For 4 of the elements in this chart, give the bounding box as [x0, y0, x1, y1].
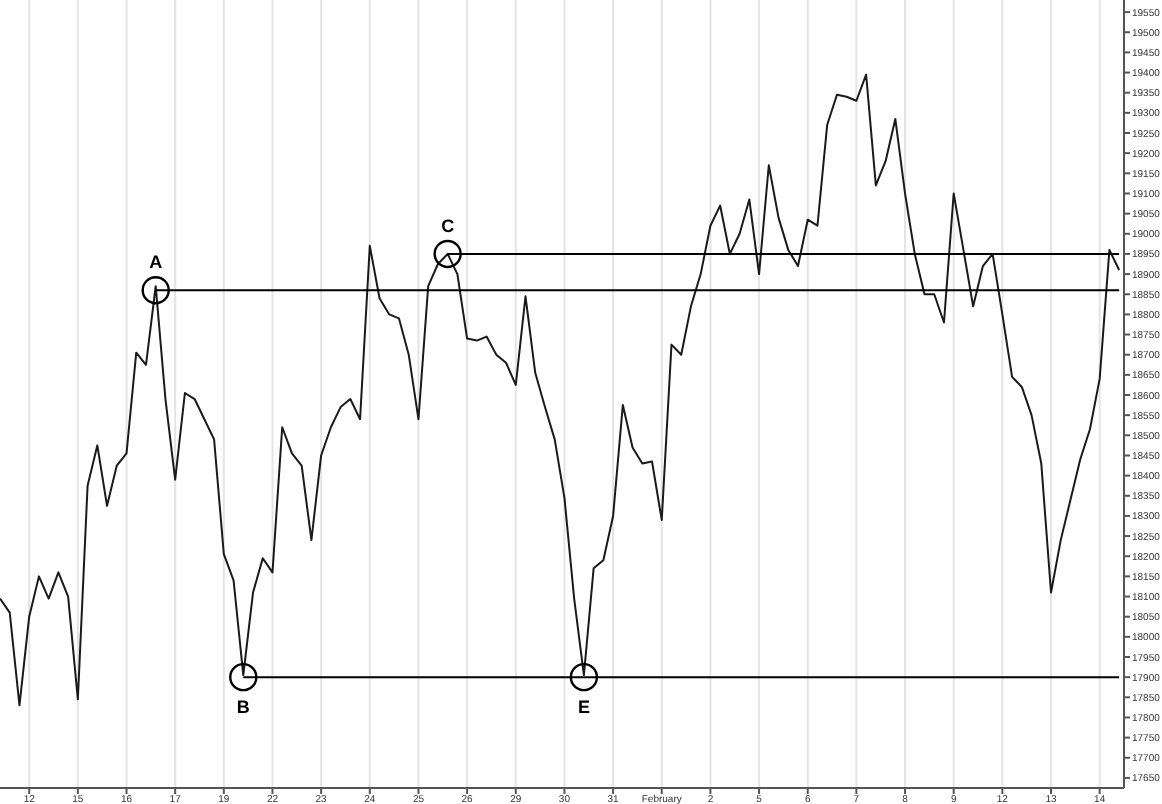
annotation: E — [577, 697, 590, 718]
annotation: C — [441, 215, 456, 236]
annotation: A — [149, 252, 164, 273]
annotation: B — [236, 697, 251, 718]
